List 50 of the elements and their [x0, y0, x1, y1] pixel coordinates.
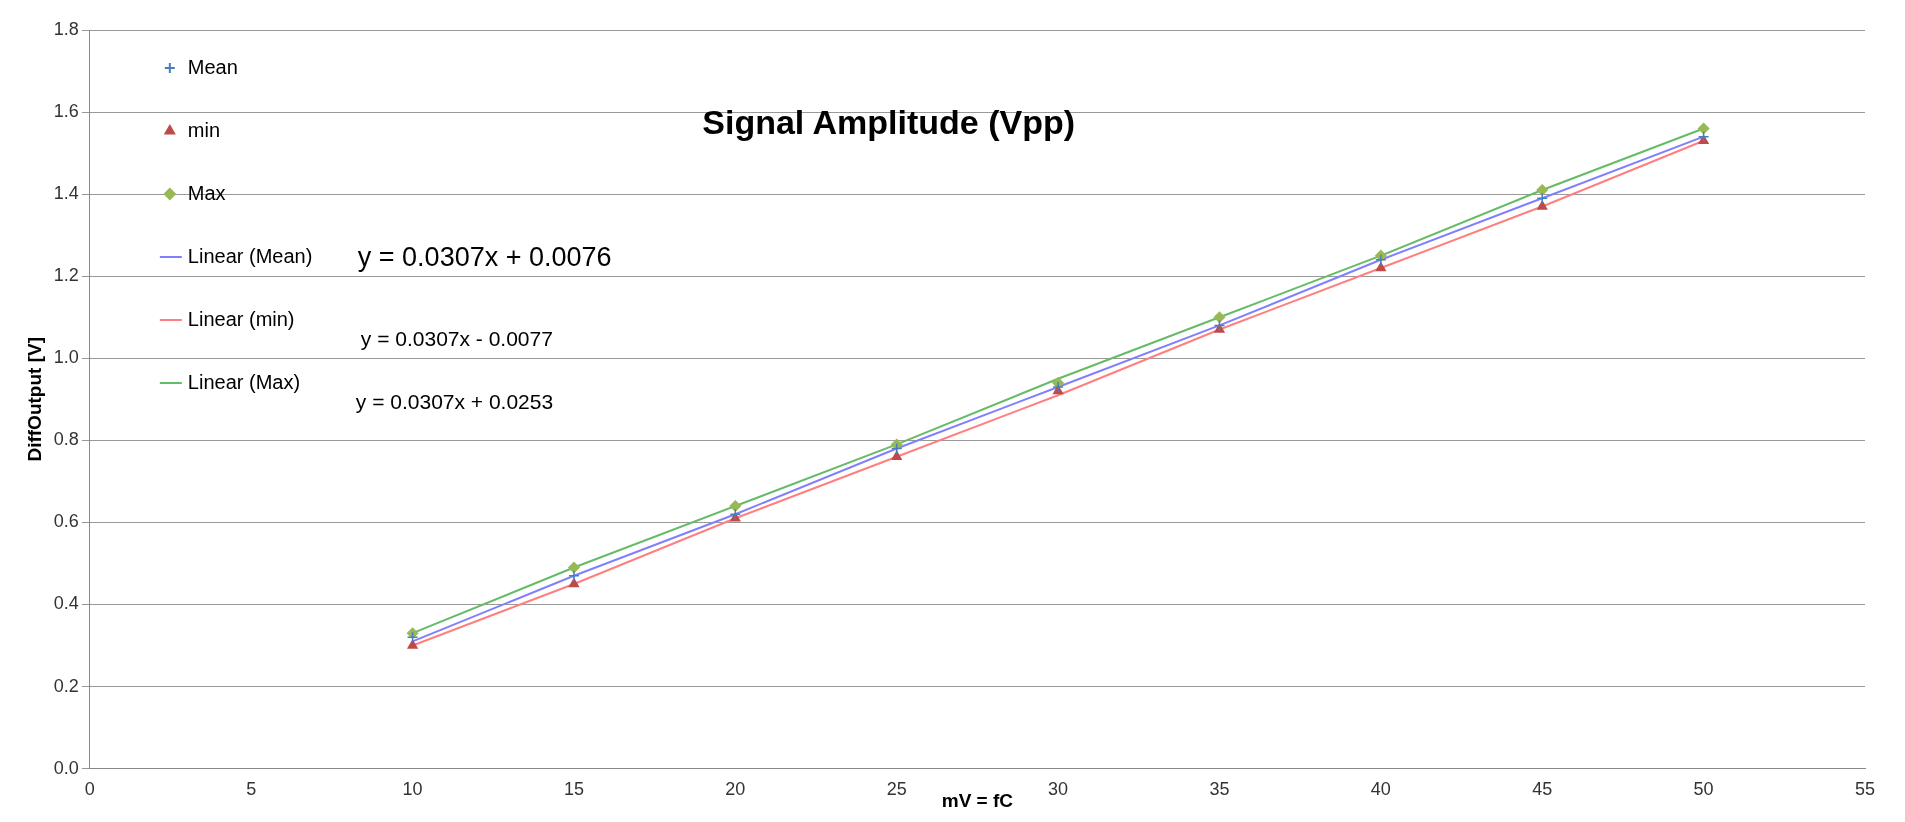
y-axis-title: DiffOutput [V]	[23, 337, 45, 462]
y-tick-label: 1.4	[53, 183, 79, 204]
y-tick-label: 0.0	[53, 757, 79, 778]
point	[568, 578, 580, 588]
point	[1213, 311, 1226, 323]
x-tick-label: 15	[563, 779, 584, 800]
x-tick-label: 0	[84, 779, 95, 800]
y-tick-label: 0.4	[53, 593, 79, 614]
point	[1213, 319, 1226, 332]
legend-label: Linear (min)	[187, 307, 295, 330]
point	[1697, 130, 1710, 143]
point	[1536, 184, 1548, 196]
point	[568, 569, 580, 582]
x-tick-label: 10	[402, 779, 423, 800]
point	[568, 561, 580, 574]
point	[729, 500, 742, 512]
point	[407, 639, 418, 649]
x-tick-label: 55	[1854, 779, 1876, 800]
x-tick-label: 5	[246, 779, 257, 800]
point	[1537, 200, 1548, 210]
y-tick-label: 1.8	[53, 18, 79, 39]
y-tick-label: 0.2	[53, 675, 79, 696]
legend-label: Linear (Max)	[187, 370, 301, 393]
text: Signal Amplitude (Vpp)	[702, 103, 1076, 142]
x-axis-title: mV = fC	[941, 789, 1014, 811]
y-tick-label: 1.0	[53, 347, 79, 368]
x-tick-label: 50	[1693, 779, 1714, 800]
point	[1375, 254, 1387, 266]
x-tick-label: 45	[1532, 779, 1553, 800]
x-tick-label: 40	[1370, 779, 1391, 800]
x-tick-label: 20	[725, 779, 746, 800]
x-tick-label: 35	[1209, 779, 1230, 800]
annotation: y = 0.0307x - 0.0077	[360, 326, 553, 350]
annotation: y = 0.0307x + 0.0253	[355, 389, 554, 413]
x-tick-label: 30	[1048, 779, 1069, 800]
point	[891, 451, 902, 460]
y-tick-label: 0.6	[53, 511, 79, 532]
point	[1536, 192, 1548, 204]
point	[890, 442, 903, 455]
x-tick-label: 25	[886, 779, 907, 800]
legend-label: Linear (Mean)	[187, 244, 313, 267]
legend-label: Mean	[187, 55, 238, 78]
point	[406, 631, 419, 644]
legend-label: Max	[187, 181, 226, 204]
y-tick-label: 0.8	[53, 429, 79, 450]
y-tick-label: 1.6	[53, 101, 79, 122]
y-tick-label: 1.2	[53, 265, 79, 286]
annotation: y = 0.0307x + 0.0076	[357, 242, 612, 273]
legend-label: min	[187, 118, 221, 141]
point	[1697, 122, 1710, 135]
